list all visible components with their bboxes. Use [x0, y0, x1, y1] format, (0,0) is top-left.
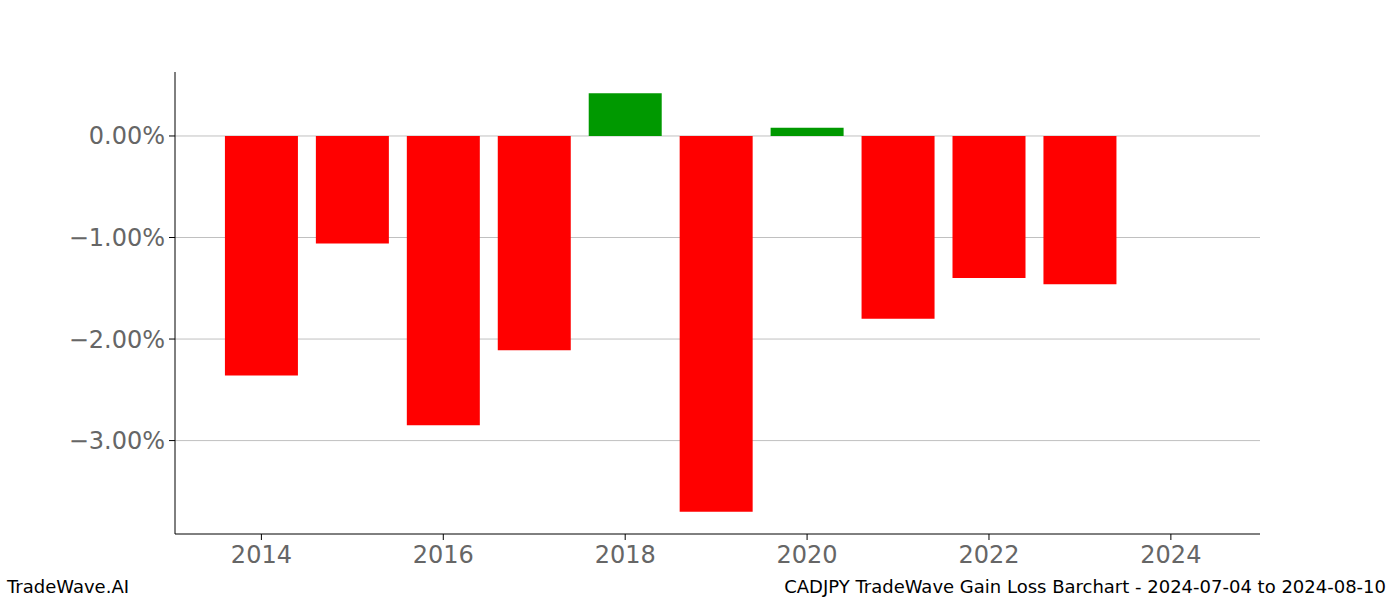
svg-text:2024: 2024: [1140, 541, 1201, 569]
svg-text:−2.00%: −2.00%: [69, 326, 165, 354]
svg-text:2014: 2014: [231, 541, 292, 569]
html-text:CADJPY TradeWave Gain Loss Bar: CADJPY TradeWave Gain Loss Barchart - 20…: [784, 576, 1386, 597]
html-text:TradeWave.AI: TradeWave.AI: [7, 576, 129, 597]
svg-text:2018: 2018: [595, 541, 656, 569]
svg-text:2022: 2022: [958, 541, 1019, 569]
svg-text:2016: 2016: [413, 541, 474, 569]
svg-text:2020: 2020: [777, 541, 838, 569]
svg-text:0.00%: 0.00%: [89, 122, 165, 150]
svg-text:−1.00%: −1.00%: [69, 224, 165, 252]
svg-text:−3.00%: −3.00%: [69, 427, 165, 455]
